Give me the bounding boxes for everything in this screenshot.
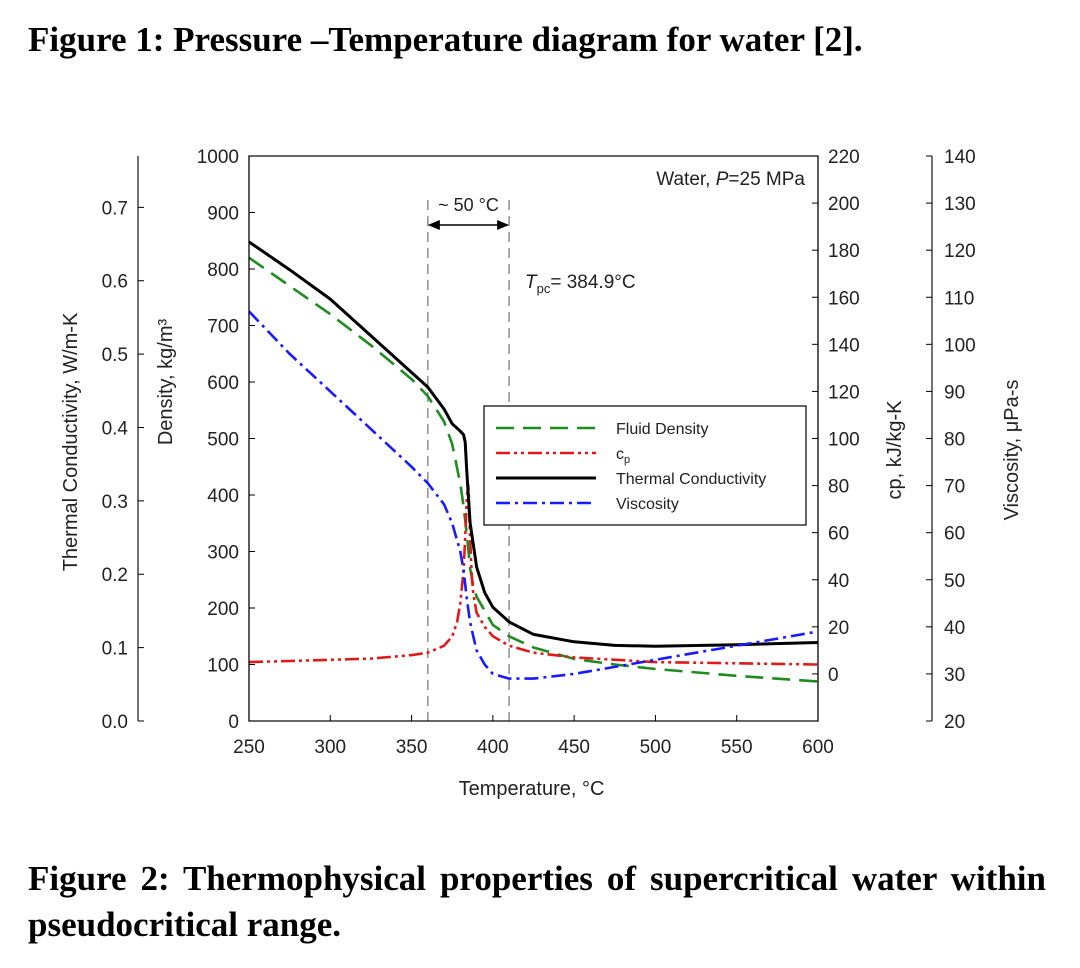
cp-tick-label: 180	[828, 241, 860, 262]
x-tick-label: 300	[314, 737, 346, 758]
conductivity-axis-title: Thermal Conductivity, W/m-K	[60, 312, 82, 571]
conductivity-tick-label: 0.7	[102, 198, 128, 219]
density-tick-label: 900	[207, 204, 239, 225]
viscosity-tick-label: 20	[944, 712, 965, 733]
x-tick-label: 350	[396, 737, 428, 758]
cp-tick-label: 40	[828, 571, 849, 592]
density-tick-label: 400	[207, 486, 239, 507]
x-tick-label: 550	[721, 737, 753, 758]
cp-tick-label: 0	[828, 665, 839, 686]
viscosity-tick-label: 40	[944, 618, 965, 639]
range-arrow-head-right	[497, 220, 510, 230]
plot-frame	[248, 155, 819, 722]
legend-box	[483, 405, 807, 526]
legend-label: Thermal Conductivity	[616, 471, 766, 488]
viscosity-tick-label: 80	[944, 430, 965, 451]
x-axis-title: Temperature, °C	[459, 778, 605, 800]
cp-tick-label: 220	[828, 147, 860, 168]
viscosity-tick-label: 50	[944, 571, 965, 592]
x-tick-label: 450	[558, 737, 590, 758]
x-tick-label: 500	[640, 737, 672, 758]
density-tick-label: 100	[207, 656, 239, 677]
viscosity-tick-label: 60	[944, 524, 965, 545]
x-tick-label: 250	[233, 737, 265, 758]
cp-tick-label: 140	[828, 335, 860, 356]
series-line-viscosity	[248, 310, 819, 680]
series-line-thermal-conductivity	[248, 240, 819, 648]
cp-tick-label: 200	[828, 194, 860, 215]
x-tick-label: 400	[477, 737, 509, 758]
viscosity-tick-label: 140	[944, 147, 976, 168]
conductivity-tick-label: 0.6	[102, 272, 128, 293]
cp-axis-title: cp, kJ/kg-K	[884, 400, 906, 500]
conductivity-tick-label: 0.2	[102, 565, 128, 586]
cp-tick-label: 100	[828, 430, 860, 451]
density-tick-label: 300	[207, 543, 239, 564]
density-tick-label: 700	[207, 317, 239, 338]
range-label: ~ 50 °C	[438, 195, 499, 215]
legend-label: cp	[616, 446, 630, 466]
density-tick-label: 1000	[197, 147, 239, 168]
viscosity-tick-label: 130	[944, 194, 976, 215]
legend-label: Viscosity	[616, 496, 679, 513]
figure-1-caption: Figure 1: Pressure –Temperature diagram …	[28, 20, 863, 59]
density-tick-label: 500	[207, 430, 239, 451]
conductivity-tick-label: 0.1	[102, 639, 128, 660]
cp-tick-label: 120	[828, 382, 860, 403]
cp-tick-label: 20	[828, 618, 849, 639]
viscosity-tick-label: 70	[944, 477, 965, 498]
cp-tick-label: 80	[828, 477, 849, 498]
figure-2-caption: Figure 2: Thermophysical properties of s…	[28, 859, 1046, 944]
viscosity-tick-label: 120	[944, 241, 976, 262]
x-tick-label: 600	[802, 737, 834, 758]
conductivity-tick-label: 0.3	[102, 492, 128, 513]
series-line-fluid-density	[248, 256, 819, 683]
density-tick-label: 200	[207, 599, 239, 620]
density-tick-label: 0	[228, 712, 239, 733]
cp-tick-label: 160	[828, 288, 860, 309]
density-tick-label: 800	[207, 260, 239, 281]
chart-title: Water, P=25 MPa	[656, 169, 805, 190]
cp-tick-label: 60	[828, 524, 849, 545]
legend-label: Fluid Density	[616, 421, 708, 438]
viscosity-tick-label: 30	[944, 665, 965, 686]
conductivity-tick-label: 0.5	[102, 345, 128, 366]
tpc-label: Tpc= 384.9°C	[525, 272, 636, 296]
conductivity-tick-label: 0.0	[102, 712, 128, 733]
viscosity-axis-title: Viscosity, μPa-s	[1001, 380, 1023, 521]
density-axis-title: Density, kg/m³	[155, 319, 177, 446]
viscosity-tick-label: 110	[944, 288, 974, 309]
density-tick-label: 600	[207, 373, 239, 394]
range-arrow-head-left	[427, 220, 440, 230]
conductivity-tick-label: 0.4	[102, 418, 129, 439]
viscosity-tick-label: 100	[944, 335, 976, 356]
viscosity-tick-label: 90	[944, 382, 965, 403]
